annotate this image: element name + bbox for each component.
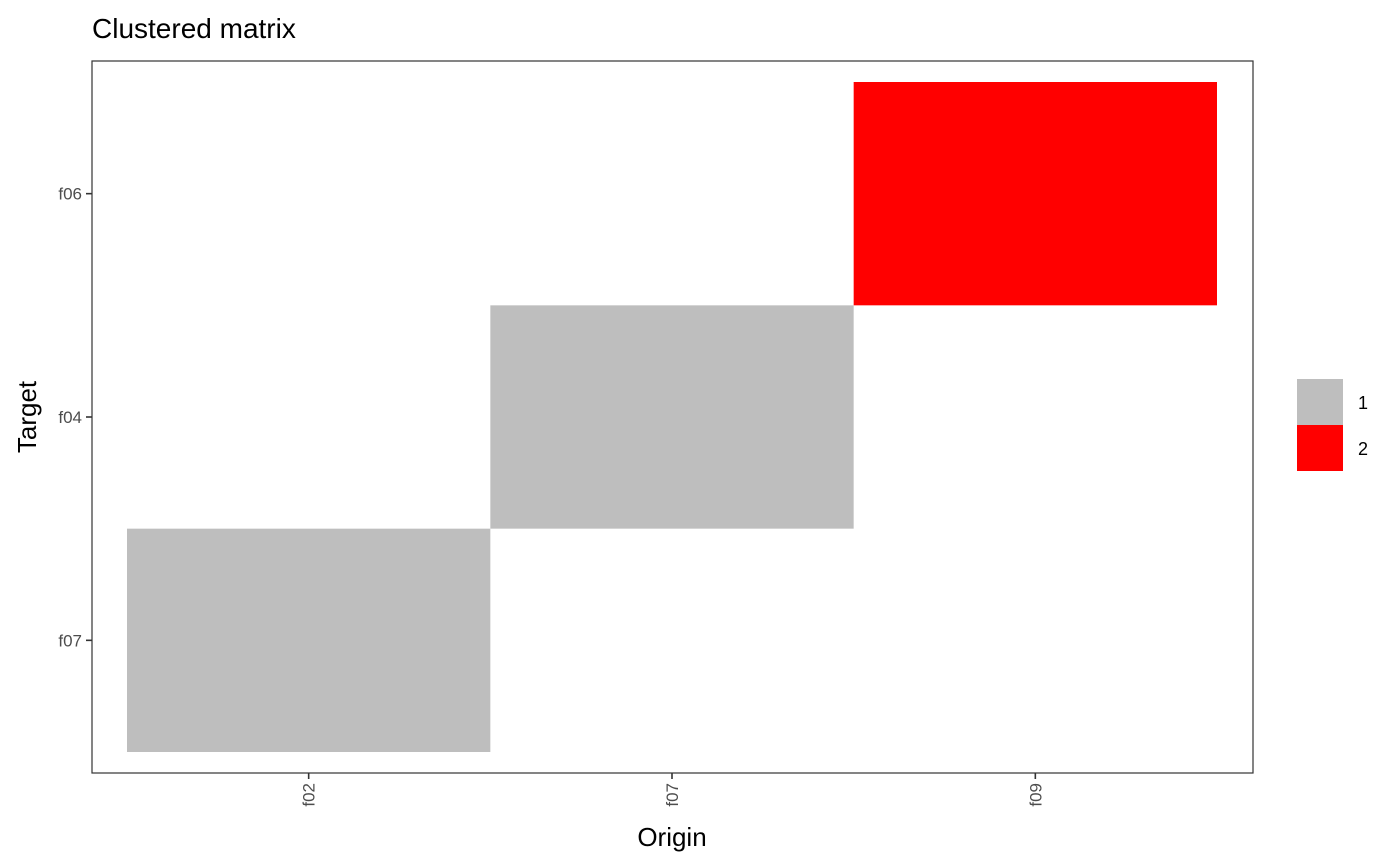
legend-key-1 bbox=[1297, 379, 1343, 425]
heatmap-cell-f07-f04 bbox=[490, 305, 854, 529]
x-axis: f02 f07 f09 bbox=[300, 773, 1045, 807]
y-axis-title: Target bbox=[12, 380, 42, 453]
x-axis-title: Origin bbox=[637, 822, 706, 852]
legend: 12 bbox=[1297, 379, 1368, 471]
heatmap-cell-f02-f07 bbox=[127, 528, 491, 752]
y-tick-label: f04 bbox=[58, 408, 82, 427]
x-tick-label: f09 bbox=[1026, 783, 1045, 807]
legend-label: 2 bbox=[1358, 439, 1368, 459]
x-tick-label: f02 bbox=[300, 783, 319, 807]
y-tick-label: f07 bbox=[58, 631, 82, 650]
legend-label: 1 bbox=[1358, 393, 1368, 413]
legend-key-2 bbox=[1297, 425, 1343, 471]
y-tick-label: f06 bbox=[58, 185, 82, 204]
chart-title: Clustered matrix bbox=[92, 13, 296, 44]
x-tick-label: f07 bbox=[663, 783, 682, 807]
heatmap-cell-f09-f06 bbox=[853, 82, 1217, 306]
y-axis: f06 f04 f07 bbox=[58, 185, 92, 650]
cells-layer bbox=[127, 82, 1217, 752]
